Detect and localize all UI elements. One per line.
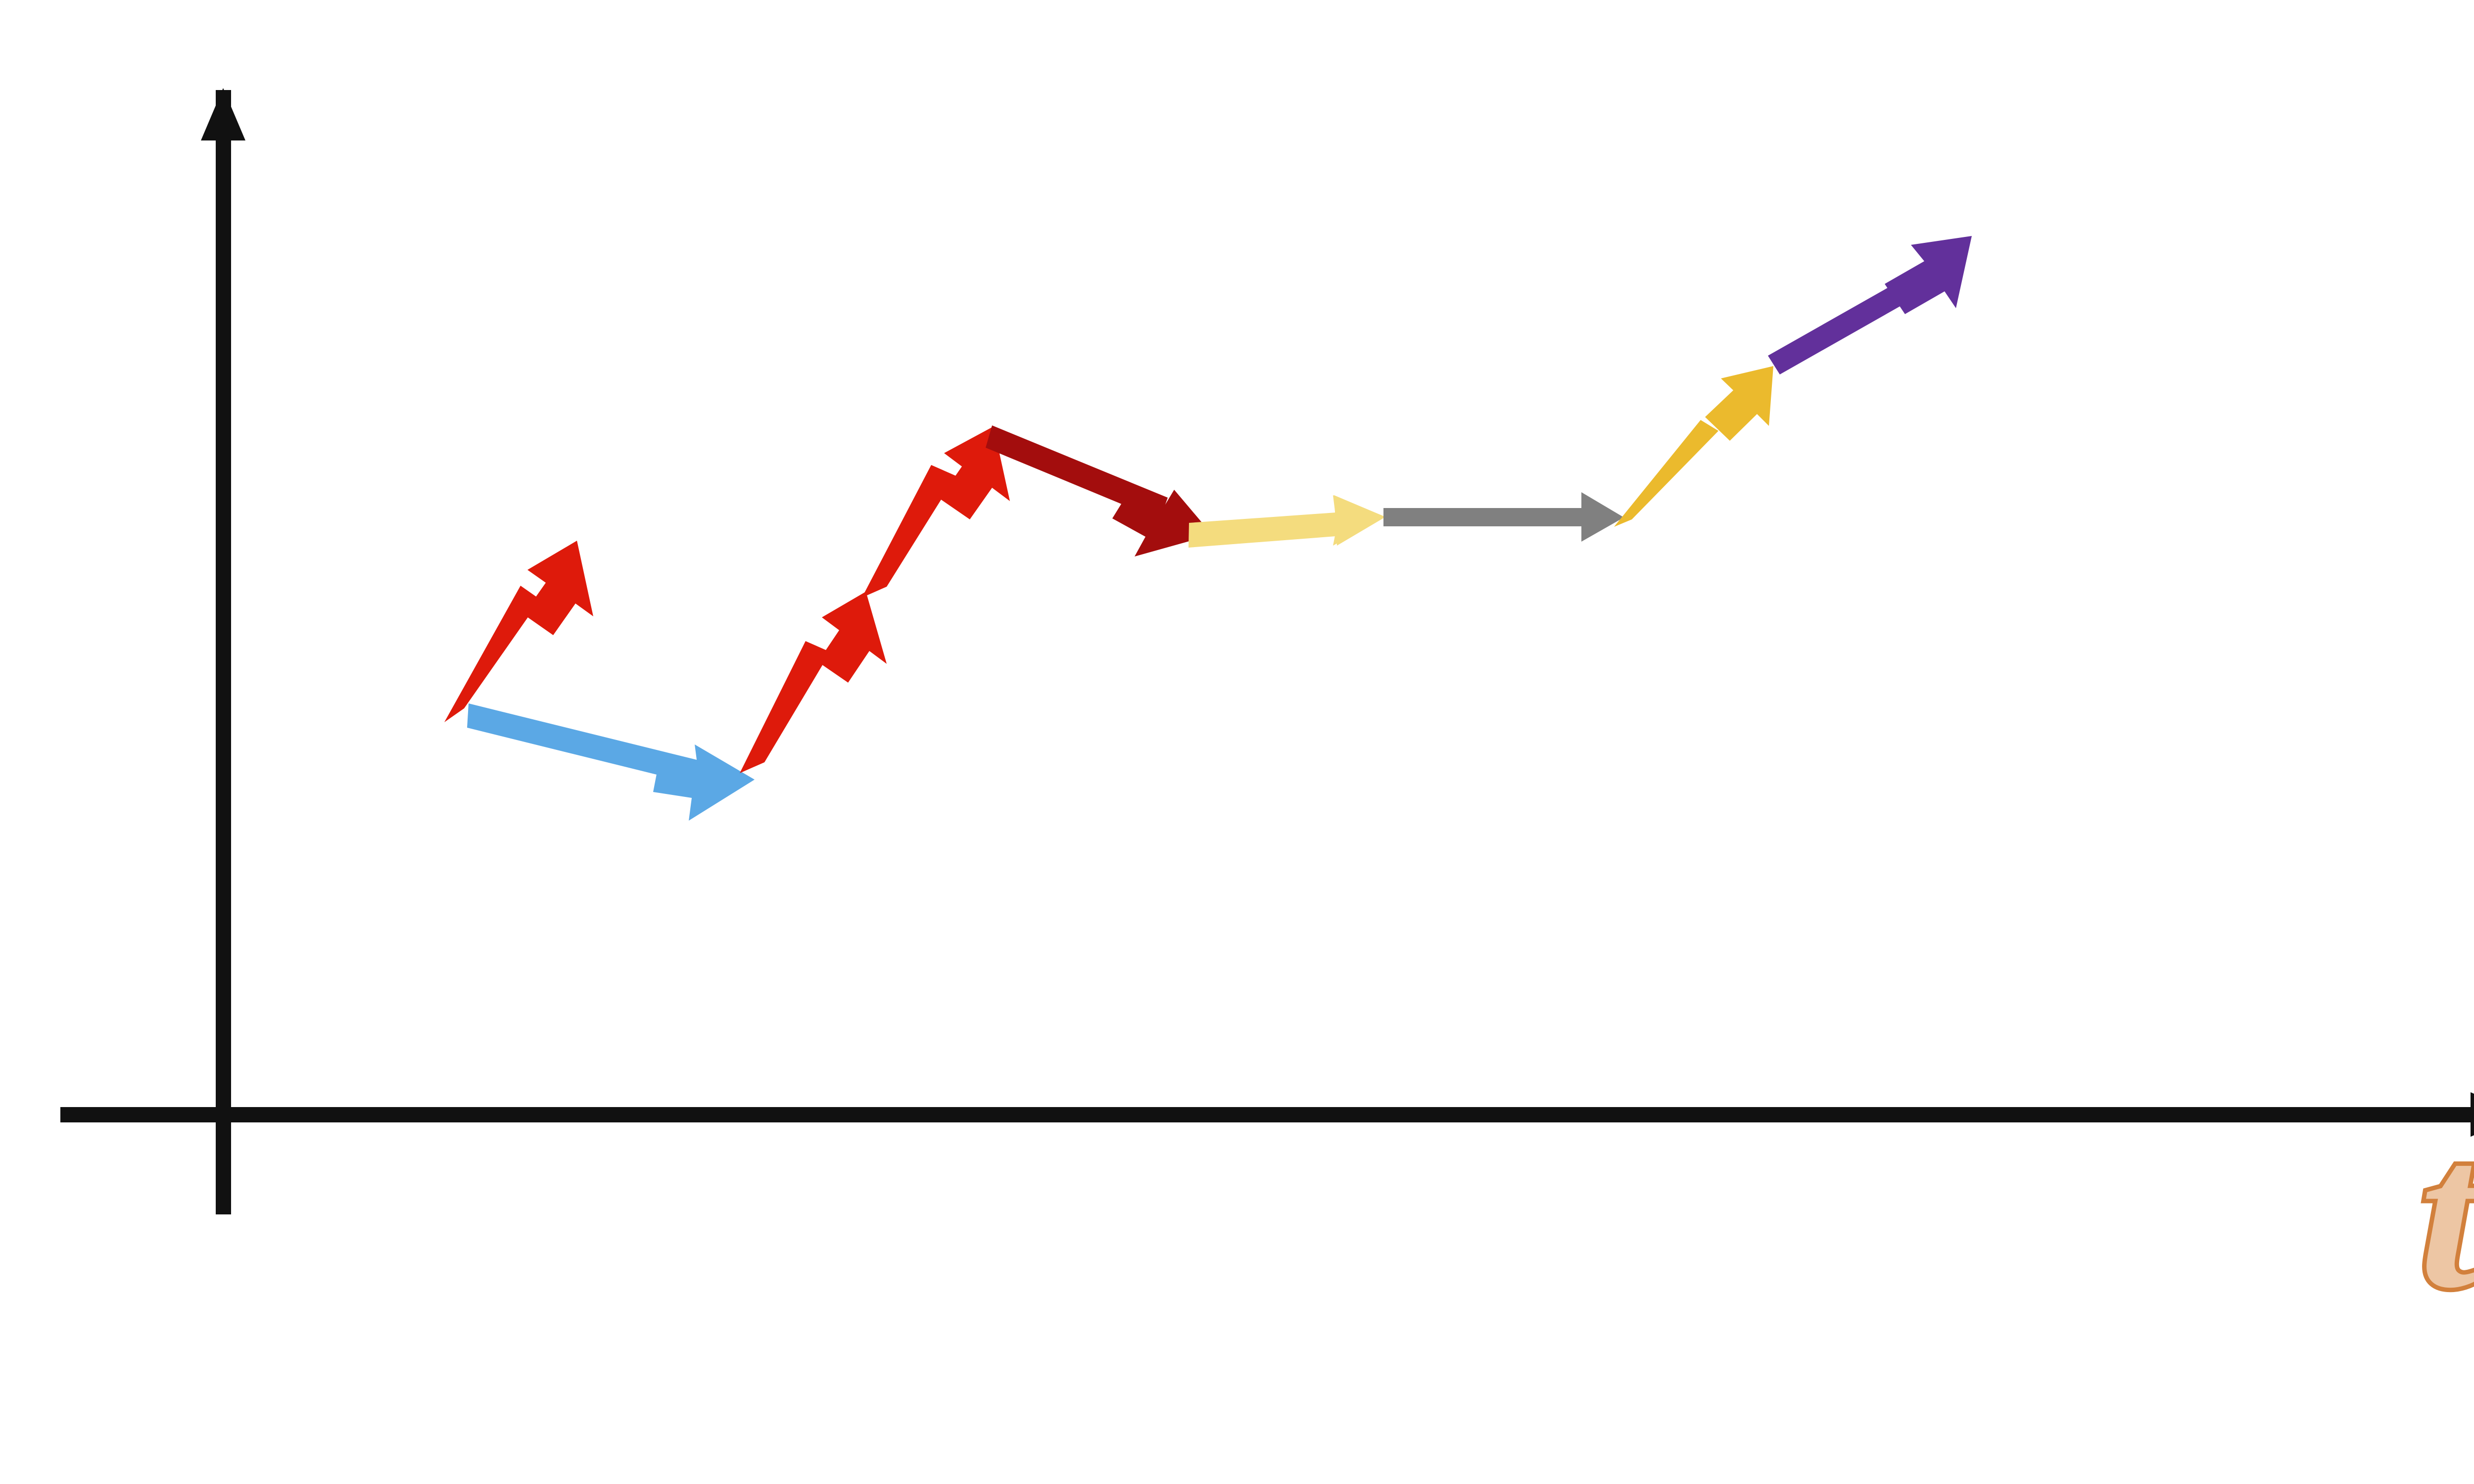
x-axis-line	[60, 1107, 2474, 1122]
arrow-head-light-blue	[653, 744, 755, 821]
arrow-body-gold	[1614, 420, 1718, 527]
arrow-body-dark-red	[986, 425, 1168, 520]
arrow-head-gold	[1705, 366, 1773, 441]
arrow-body-bright-red-3	[862, 465, 956, 598]
arrow-segment-8	[1614, 366, 1773, 527]
arrow-body-gray	[1383, 508, 1581, 526]
arrow-body-pale-yellow	[1189, 512, 1336, 548]
arrow-segment-2	[467, 703, 755, 821]
arrow-body-light-blue	[467, 703, 703, 786]
arrow-segment-7	[1383, 492, 1624, 542]
arrow-segment-9	[1768, 236, 1972, 374]
arrow-segment-6	[1189, 495, 1385, 548]
arrow-head-bright-red-2	[818, 592, 887, 683]
x-axis-label-t: t	[2415, 1097, 2474, 1332]
arrow-head-pale-yellow-spread	[1334, 495, 1385, 546]
arrow-head-dark-red	[1112, 490, 1212, 556]
axes-group	[60, 88, 2474, 1214]
arrow-body-bright-red-2	[740, 641, 830, 773]
arrow-head-bright-red-1	[523, 541, 593, 635]
y-axis-line	[216, 90, 231, 1214]
arrow-head-gray	[1581, 492, 1624, 542]
arrow-segment-1	[444, 541, 593, 722]
x-axis-arrowhead-icon	[2471, 1092, 2474, 1137]
arrow-segment-5	[986, 425, 1212, 556]
arrow-body-bright-red-1	[444, 586, 540, 722]
arrow-segment-3	[740, 592, 887, 773]
arrow-head-purple	[1885, 236, 1972, 314]
y-axis-arrowhead-icon	[201, 88, 245, 140]
arrow-body-purple	[1768, 284, 1904, 374]
arrow-segment-4	[862, 426, 1010, 598]
